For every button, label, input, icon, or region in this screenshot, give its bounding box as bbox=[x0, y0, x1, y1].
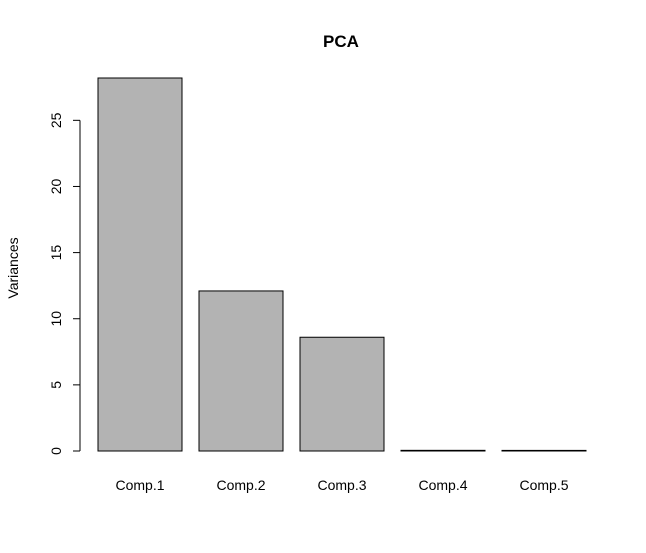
bar-comp-4 bbox=[400, 449, 486, 452]
bar-comp-2 bbox=[198, 290, 284, 452]
x-axis-category-labels: Comp.1 Comp.2 Comp.3 Comp.4 Comp.5 bbox=[115, 477, 568, 493]
y-tick-label: 25 bbox=[48, 112, 64, 128]
chart-title: PCA bbox=[323, 32, 359, 51]
y-tick-label: 0 bbox=[48, 447, 64, 455]
bar-comp-1 bbox=[97, 77, 183, 452]
x-category-label: Comp.3 bbox=[317, 477, 366, 493]
y-tick-label: 20 bbox=[48, 178, 64, 194]
bars-group bbox=[97, 77, 587, 452]
x-category-label: Comp.1 bbox=[115, 477, 164, 493]
bar-comp-5 bbox=[501, 449, 587, 452]
y-axis-label: Variances bbox=[5, 237, 21, 298]
x-category-label: Comp.4 bbox=[418, 477, 467, 493]
x-category-label: Comp.5 bbox=[519, 477, 568, 493]
y-tick-label: 5 bbox=[48, 381, 64, 389]
x-category-label: Comp.2 bbox=[216, 477, 265, 493]
y-tick-label: 15 bbox=[48, 245, 64, 261]
y-tick-label: 10 bbox=[48, 311, 64, 327]
y-axis: 0 5 10 15 20 25 bbox=[48, 112, 81, 455]
bar-comp-3 bbox=[299, 336, 385, 452]
